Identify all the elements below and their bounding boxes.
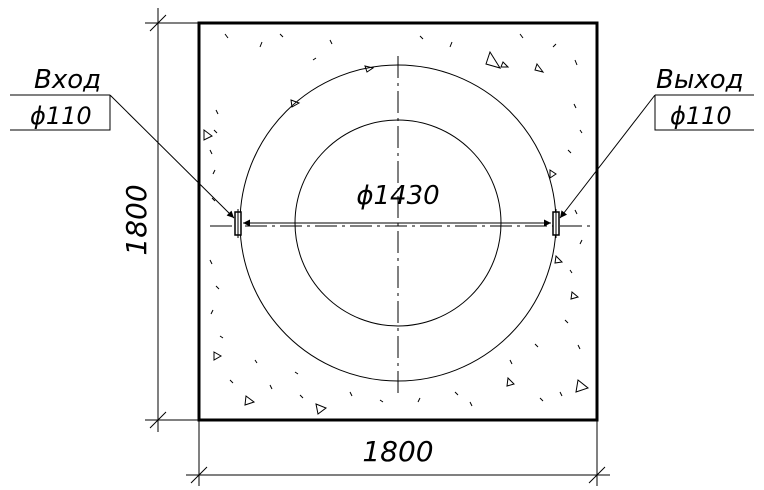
inlet-label: Вход xyxy=(34,65,101,95)
inlet-diameter-label: ϕ110 xyxy=(30,102,92,130)
outlet-leader-line xyxy=(559,94,656,219)
width-dimension xyxy=(186,420,610,486)
inlet-label-box xyxy=(10,95,111,131)
concrete-hatching xyxy=(203,33,590,415)
inlet-leader-line xyxy=(109,94,235,219)
width-dimension-label: 1800 xyxy=(362,435,433,468)
outlet-label-box xyxy=(654,95,754,131)
height-dimension-label: 1800 xyxy=(120,184,153,255)
outlet-label: Выход xyxy=(656,65,744,95)
height-dimension xyxy=(145,8,199,432)
concrete-slab xyxy=(197,21,599,422)
well-diameter-label: ϕ1430 xyxy=(356,181,439,211)
outlet-diameter-label: ϕ110 xyxy=(670,102,732,130)
